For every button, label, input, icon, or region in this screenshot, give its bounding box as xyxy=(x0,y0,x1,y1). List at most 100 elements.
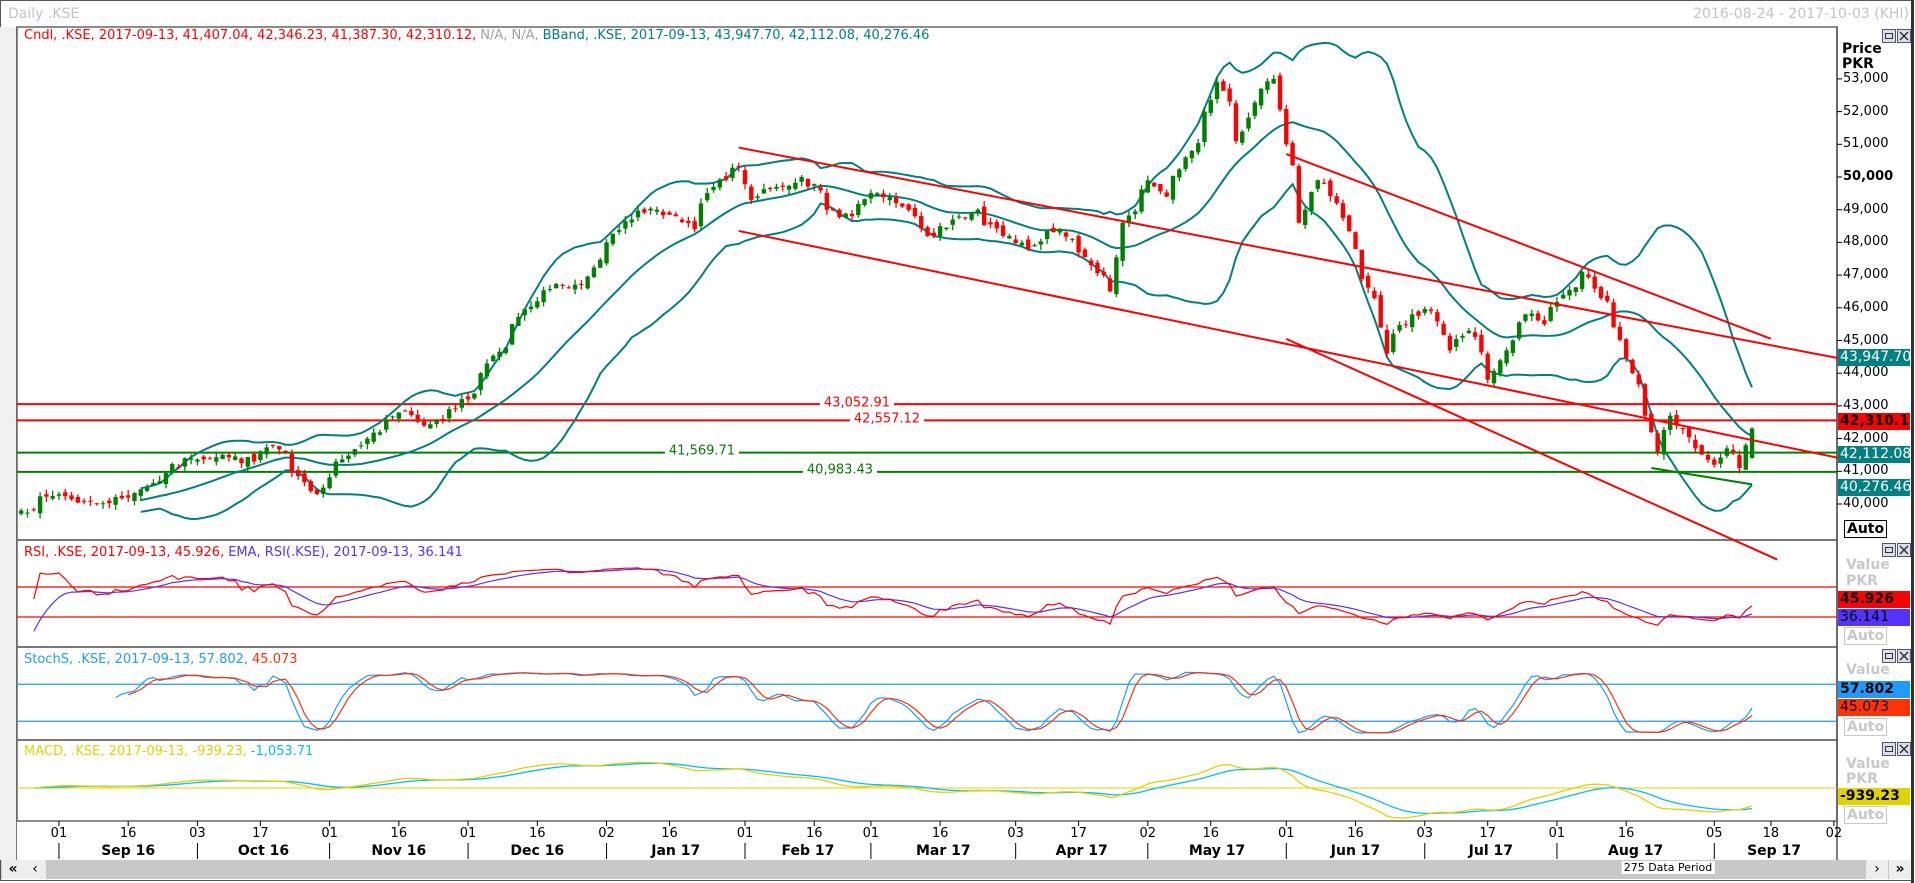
trendline-support xyxy=(1651,467,1753,486)
candle xyxy=(1397,321,1402,334)
candle-body xyxy=(409,410,414,416)
candle-body xyxy=(686,220,691,224)
candle xyxy=(81,498,87,505)
macd-signal-line xyxy=(33,762,1753,815)
candle-body xyxy=(944,227,949,230)
candle-body xyxy=(767,188,773,190)
candle xyxy=(579,279,584,290)
candle xyxy=(1246,112,1251,132)
candle xyxy=(245,456,250,472)
horizontal-scrollbar[interactable] xyxy=(1,860,1911,879)
date-tick-label: 16 xyxy=(931,826,949,841)
candle-body xyxy=(906,204,911,210)
candle-body xyxy=(339,459,345,463)
candle-body xyxy=(100,503,106,505)
close-pane-icon[interactable] xyxy=(1897,543,1911,557)
candle xyxy=(1372,287,1377,300)
candle xyxy=(1724,445,1730,459)
macd-auto-scale-button[interactable]: Auto xyxy=(1844,806,1888,824)
candle xyxy=(1133,208,1138,219)
scroll-prev-button[interactable]: ‹ xyxy=(24,860,46,879)
candle xyxy=(465,391,471,404)
minimize-pane-icon[interactable] xyxy=(1882,29,1896,43)
candle-body xyxy=(1743,445,1748,470)
candle-body xyxy=(1107,278,1113,292)
candle xyxy=(572,279,578,295)
scroll-last-button[interactable]: » xyxy=(1889,860,1911,879)
candle-body xyxy=(138,489,143,496)
candle-body xyxy=(1749,428,1755,458)
candle-body xyxy=(912,207,918,217)
close-pane-icon[interactable] xyxy=(1897,649,1911,663)
candle xyxy=(1221,79,1226,91)
candle xyxy=(207,456,213,460)
candle-body xyxy=(812,184,817,186)
candle-body xyxy=(1391,333,1396,352)
candle xyxy=(1321,178,1327,184)
macd-line xyxy=(33,761,1753,819)
candle xyxy=(1749,427,1755,459)
date-tick-label: 16 xyxy=(661,826,678,841)
candle-body xyxy=(635,210,641,218)
scroll-first-button[interactable]: « xyxy=(2,860,24,879)
candle xyxy=(1038,238,1044,250)
candle xyxy=(1252,100,1258,119)
candle-body xyxy=(81,500,87,502)
candle xyxy=(1737,450,1742,474)
candle xyxy=(1258,87,1264,110)
candle-body xyxy=(698,203,704,227)
candle-body xyxy=(346,455,351,460)
candle-body xyxy=(69,495,74,500)
minimize-pane-icon[interactable] xyxy=(1882,742,1896,756)
date-range: 2016-08-24 - 2017-10-03 (KHI) xyxy=(1693,6,1909,22)
candle-body xyxy=(182,458,188,467)
candle-body xyxy=(1372,290,1377,298)
candle-body xyxy=(1177,169,1182,178)
candle-body xyxy=(270,444,276,446)
close-pane-icon[interactable] xyxy=(1897,742,1911,756)
candle-body xyxy=(1088,260,1094,266)
candle xyxy=(1145,175,1151,194)
macd-axis-unit: PKR xyxy=(1846,771,1878,787)
candle xyxy=(705,188,710,203)
stoch-auto-scale-button[interactable]: Auto xyxy=(1844,718,1888,736)
minimize-pane-icon[interactable] xyxy=(1882,649,1896,663)
candle-body xyxy=(793,182,798,189)
candle-body xyxy=(1365,275,1371,288)
candle-body xyxy=(975,209,981,213)
price-axis-title: Price xyxy=(1842,41,1882,57)
candle-body xyxy=(1139,189,1144,212)
candle-body xyxy=(1479,335,1484,353)
candle-body xyxy=(1605,295,1610,302)
candle-body xyxy=(1227,88,1232,102)
close-pane-icon[interactable] xyxy=(1897,29,1911,43)
candle-body xyxy=(660,211,666,216)
price-tick-label: 47,000 xyxy=(1843,267,1889,283)
candle-body xyxy=(919,216,924,229)
minimize-pane-icon[interactable] xyxy=(1882,543,1896,557)
candle-body xyxy=(421,421,427,426)
candle-body xyxy=(144,487,150,491)
candle xyxy=(793,178,798,191)
price-auto-scale-button[interactable]: Auto xyxy=(1844,520,1888,538)
candle xyxy=(1579,270,1585,292)
candle xyxy=(1070,238,1075,243)
candle-body xyxy=(1674,414,1679,426)
scroll-next-button[interactable]: › xyxy=(1866,860,1888,879)
candle xyxy=(616,225,622,235)
candle-body xyxy=(654,209,660,212)
candle xyxy=(1472,327,1478,341)
candle-body xyxy=(1460,335,1465,338)
candle xyxy=(176,464,181,470)
candle-body xyxy=(667,212,672,215)
candle xyxy=(308,479,313,494)
candle-body xyxy=(1686,427,1692,438)
rsi-axis-title: Value xyxy=(1846,557,1890,573)
date-tick-label: 17 xyxy=(252,826,269,841)
rsi-auto-scale-button[interactable]: Auto xyxy=(1844,627,1888,645)
candle-body xyxy=(434,421,439,424)
month-label: Sep 17 xyxy=(1747,843,1802,859)
candle-body xyxy=(220,454,225,459)
candle xyxy=(1183,155,1188,172)
